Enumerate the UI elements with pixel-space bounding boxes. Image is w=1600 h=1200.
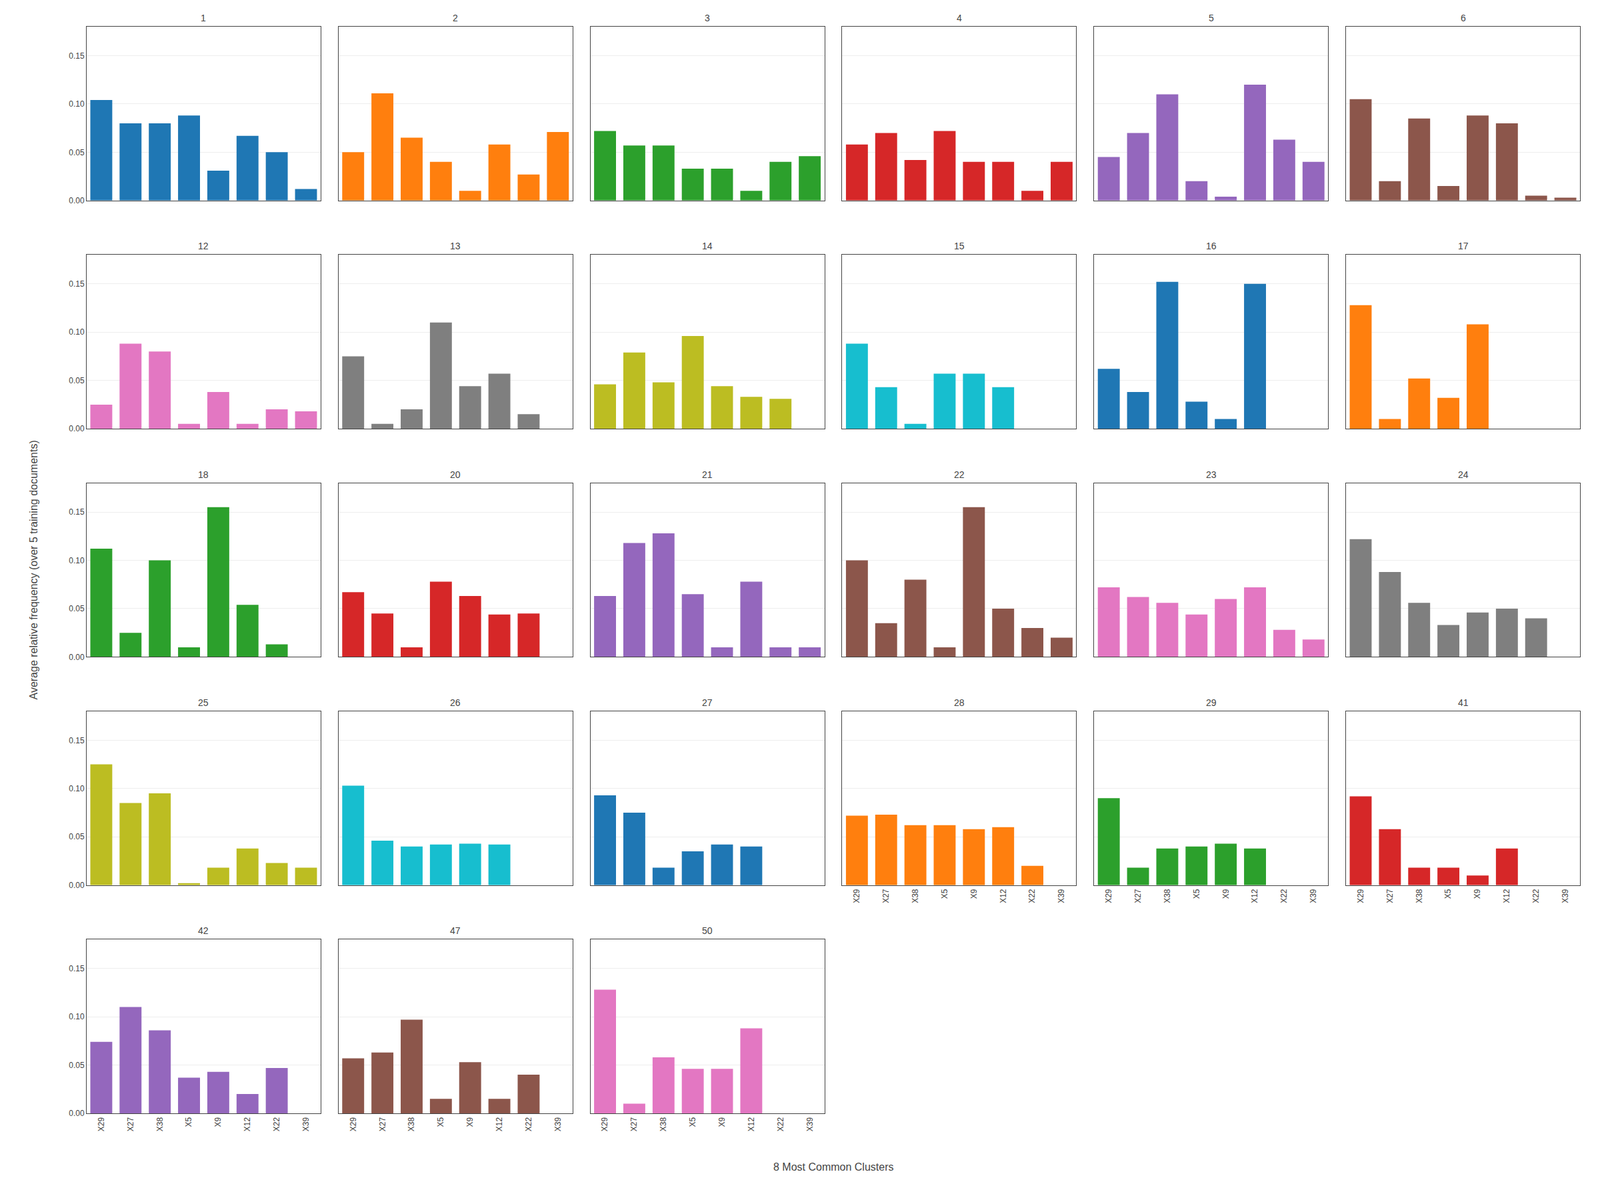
svg-text:0.10: 0.10 — [68, 784, 85, 794]
svg-text:27: 27 — [702, 697, 713, 708]
svg-text:X9: X9 — [465, 1116, 475, 1127]
svg-text:41: 41 — [1458, 697, 1469, 708]
svg-text:X29: X29 — [852, 888, 862, 904]
svg-text:0.10: 0.10 — [68, 99, 85, 109]
svg-text:X27: X27 — [881, 888, 891, 904]
svg-text:X27: X27 — [1133, 888, 1143, 904]
svg-text:X5: X5 — [1443, 888, 1453, 899]
svg-text:X9: X9 — [717, 1116, 727, 1127]
svg-text:14: 14 — [702, 240, 713, 252]
svg-text:X9: X9 — [969, 888, 979, 899]
svg-text:X22: X22 — [1279, 888, 1289, 904]
svg-text:2: 2 — [452, 12, 458, 24]
svg-text:6: 6 — [1460, 12, 1466, 24]
svg-text:8 Most Common Clusters: 8 Most Common Clusters — [773, 1161, 894, 1173]
svg-text:42: 42 — [198, 925, 209, 936]
svg-text:X22: X22 — [1027, 888, 1037, 904]
svg-text:X38: X38 — [406, 1116, 416, 1132]
svg-text:0.05: 0.05 — [68, 376, 85, 386]
svg-text:X39: X39 — [301, 1116, 311, 1132]
svg-text:0.10: 0.10 — [68, 327, 85, 337]
svg-text:16: 16 — [1206, 240, 1217, 252]
svg-text:0.10: 0.10 — [68, 556, 85, 566]
svg-text:0.00: 0.00 — [68, 880, 85, 890]
svg-text:28: 28 — [954, 697, 965, 708]
svg-text:0.15: 0.15 — [68, 507, 85, 517]
svg-text:X22: X22 — [272, 1116, 282, 1132]
svg-text:X12: X12 — [494, 1116, 504, 1132]
svg-text:3: 3 — [704, 12, 710, 24]
svg-text:X9: X9 — [1472, 888, 1482, 899]
svg-text:X9: X9 — [213, 1116, 223, 1127]
svg-text:X29: X29 — [1104, 888, 1114, 904]
svg-text:13: 13 — [450, 240, 461, 252]
svg-text:X38: X38 — [155, 1116, 165, 1132]
svg-text:22: 22 — [954, 469, 965, 480]
svg-text:X29: X29 — [600, 1116, 610, 1132]
svg-text:X39: X39 — [553, 1116, 563, 1132]
svg-text:0.00: 0.00 — [68, 196, 85, 206]
svg-text:0.00: 0.00 — [68, 424, 85, 434]
svg-text:5: 5 — [1208, 12, 1214, 24]
svg-text:X5: X5 — [940, 888, 950, 899]
svg-text:1: 1 — [200, 12, 206, 24]
svg-text:0.15: 0.15 — [68, 736, 85, 746]
svg-text:X38: X38 — [1162, 888, 1172, 904]
svg-text:4: 4 — [956, 12, 962, 24]
svg-text:18: 18 — [198, 469, 209, 480]
svg-text:0.15: 0.15 — [68, 279, 85, 289]
svg-text:21: 21 — [702, 469, 713, 480]
svg-text:24: 24 — [1458, 469, 1469, 480]
svg-text:X12: X12 — [746, 1116, 756, 1132]
svg-text:X27: X27 — [1385, 888, 1395, 904]
svg-text:X22: X22 — [776, 1116, 786, 1132]
svg-text:0.15: 0.15 — [68, 51, 85, 61]
svg-text:X39: X39 — [1560, 888, 1570, 904]
svg-text:X27: X27 — [629, 1116, 639, 1132]
svg-text:X39: X39 — [805, 1116, 815, 1132]
svg-text:X27: X27 — [378, 1116, 388, 1132]
svg-text:0.15: 0.15 — [68, 964, 85, 974]
svg-text:X38: X38 — [1414, 888, 1424, 904]
svg-text:X9: X9 — [1221, 888, 1231, 899]
svg-text:0.00: 0.00 — [68, 652, 85, 662]
svg-text:50: 50 — [702, 925, 713, 936]
svg-text:X29: X29 — [348, 1116, 358, 1132]
svg-text:X5: X5 — [436, 1116, 446, 1127]
svg-text:X12: X12 — [1502, 888, 1512, 904]
svg-text:X39: X39 — [1056, 888, 1066, 904]
svg-text:15: 15 — [954, 240, 965, 252]
svg-text:X5: X5 — [688, 1116, 698, 1127]
svg-text:X29: X29 — [1356, 888, 1366, 904]
svg-text:0.05: 0.05 — [68, 148, 85, 158]
svg-text:Average relative frequency (ov: Average relative frequency (over 5 train… — [28, 440, 40, 700]
svg-text:X38: X38 — [658, 1116, 668, 1132]
svg-text:X12: X12 — [998, 888, 1008, 904]
svg-text:0.05: 0.05 — [68, 604, 85, 614]
svg-text:17: 17 — [1458, 240, 1469, 252]
svg-text:X22: X22 — [1531, 888, 1541, 904]
svg-text:0.05: 0.05 — [68, 1060, 85, 1070]
svg-text:0.05: 0.05 — [68, 832, 85, 842]
svg-text:X29: X29 — [96, 1116, 106, 1132]
svg-text:X22: X22 — [524, 1116, 534, 1132]
svg-text:X12: X12 — [242, 1116, 252, 1132]
svg-text:26: 26 — [450, 697, 461, 708]
svg-text:25: 25 — [198, 697, 209, 708]
svg-text:12: 12 — [198, 240, 209, 252]
svg-text:0.00: 0.00 — [68, 1108, 85, 1118]
svg-text:X12: X12 — [1250, 888, 1260, 904]
svg-text:X39: X39 — [1308, 888, 1318, 904]
svg-text:23: 23 — [1206, 469, 1217, 480]
svg-text:X27: X27 — [126, 1116, 136, 1132]
svg-text:X5: X5 — [1192, 888, 1202, 899]
svg-text:X38: X38 — [910, 888, 920, 904]
svg-text:0.10: 0.10 — [68, 1012, 85, 1022]
svg-text:20: 20 — [450, 469, 461, 480]
svg-text:47: 47 — [450, 925, 461, 936]
svg-text:29: 29 — [1206, 697, 1217, 708]
svg-text:X5: X5 — [184, 1116, 194, 1127]
